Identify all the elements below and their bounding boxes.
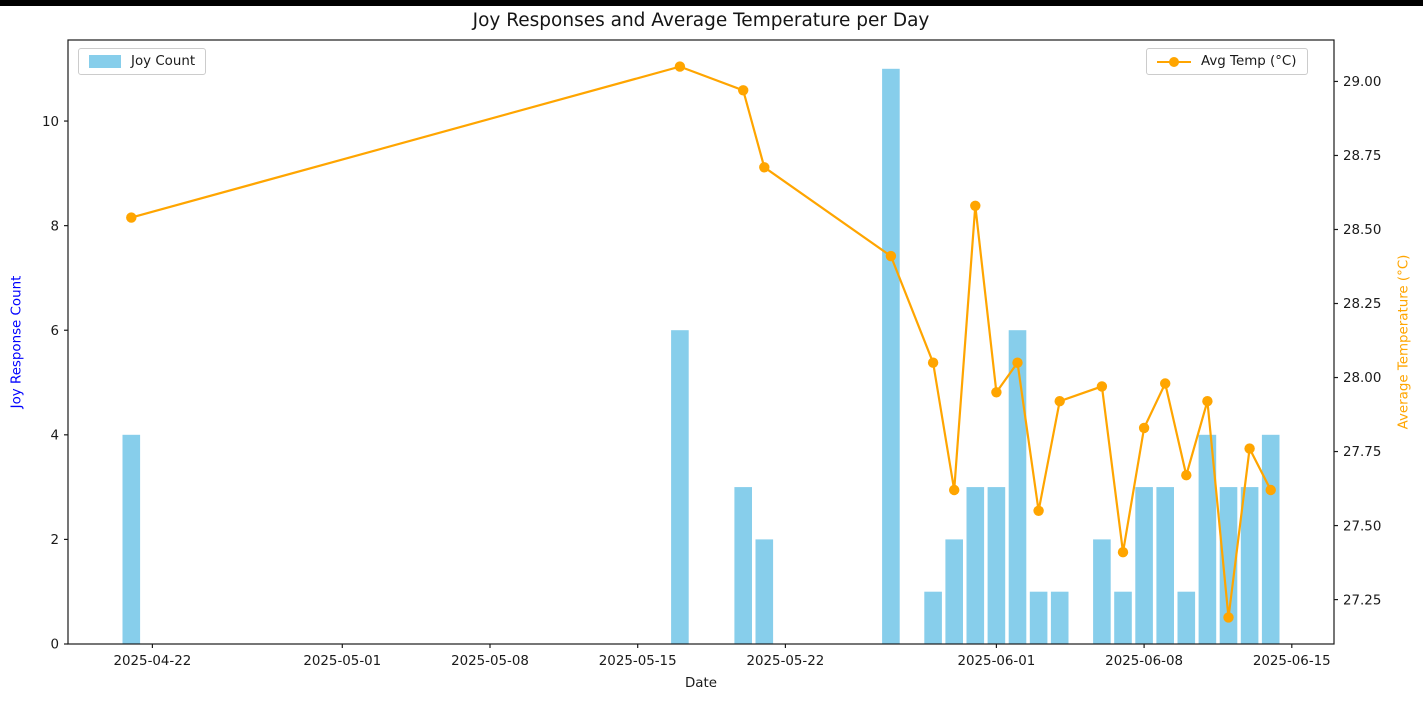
- bar: [755, 539, 774, 644]
- x-tick-label: 2025-04-22: [113, 654, 191, 669]
- bar: [122, 434, 141, 644]
- bar: [1156, 487, 1174, 644]
- x-tick-label: 2025-05-08: [451, 654, 529, 669]
- x-axis-label: Date: [684, 676, 717, 691]
- x-tick-label: 2025-06-08: [1105, 654, 1183, 669]
- bar: [1114, 591, 1132, 644]
- avg-temp-marker: [1033, 505, 1044, 516]
- bar: [1177, 591, 1196, 644]
- legend-avg-temp: Avg Temp (°C): [1146, 48, 1308, 75]
- avg-temp-marker: [126, 212, 137, 223]
- avg-temp-marker: [970, 200, 981, 211]
- y-tick-label-right: 28.25: [1343, 297, 1381, 312]
- top-black-strip: [0, 0, 1423, 6]
- legend-joy-count: Joy Count: [78, 48, 207, 75]
- legend-joy-count-label: Joy Count: [131, 54, 196, 69]
- avg-temp-marker: [927, 357, 939, 368]
- plot-border: [67, 39, 1335, 645]
- bar: [924, 591, 942, 644]
- y-tick-label-right: 27.25: [1343, 593, 1381, 608]
- y-tick-label-right: 27.75: [1343, 445, 1381, 460]
- bar: [1050, 591, 1069, 644]
- bar: [1240, 487, 1259, 644]
- avg-temp-marker: [1244, 443, 1255, 454]
- bar: [1198, 434, 1217, 644]
- y-tick-label-left: 4: [50, 429, 59, 444]
- y-axis-label-left: Joy Response Count: [9, 275, 25, 409]
- legend-avg-temp-label: Avg Temp (°C): [1201, 54, 1297, 69]
- avg-temp-marker: [1054, 396, 1065, 407]
- y-axis-label-right: Average Temperature (°C): [1396, 254, 1412, 430]
- y-tick-label-left: 0: [50, 638, 59, 653]
- avg-temp-marker: [949, 484, 960, 496]
- y-tick-label-right: 28.00: [1343, 371, 1381, 386]
- avg-temp-marker: [991, 387, 1002, 398]
- bar: [671, 330, 689, 644]
- avg-temp-marker: [1012, 357, 1023, 368]
- y-tick-label-left: 6: [50, 324, 59, 339]
- joy-count-swatch: [89, 55, 121, 68]
- avg-temp-marker: [1223, 612, 1234, 623]
- avg-temp-swatch: [1157, 55, 1191, 68]
- avg-temp-marker: [1181, 470, 1192, 481]
- y-tick-label-right: 28.75: [1343, 149, 1381, 164]
- bar: [1261, 434, 1280, 644]
- x-tick-label: 2025-06-15: [1253, 654, 1331, 669]
- y-tick-label-right: 29.00: [1343, 75, 1381, 90]
- avg-temp-marker: [1096, 381, 1108, 392]
- avg-temp-marker: [759, 162, 770, 173]
- avg-temp-line: [131, 65, 1272, 618]
- bar: [1219, 487, 1238, 644]
- chart-title: Joy Responses and Average Temperature pe…: [472, 10, 930, 31]
- bar: [882, 68, 900, 645]
- bar: [945, 539, 963, 644]
- bar: [1008, 330, 1027, 644]
- avg-temp-marker: [1265, 484, 1276, 496]
- avg-temp-marker: [1202, 396, 1213, 407]
- bar: [966, 487, 985, 644]
- avg-temp-marker: [1117, 547, 1129, 558]
- bar: [734, 487, 752, 644]
- y-tick-label-left: 8: [50, 219, 59, 234]
- avg-temp-swatch-marker: [1169, 56, 1179, 67]
- x-tick-label: 2025-05-22: [746, 654, 824, 669]
- y-tick-label-left: 2: [50, 533, 59, 548]
- bar: [1135, 487, 1153, 644]
- avg-temp-marker: [738, 85, 749, 96]
- x-tick-label: 2025-05-15: [599, 654, 677, 669]
- avg-temp-marker: [885, 250, 897, 262]
- bar: [987, 487, 1006, 644]
- x-tick-label: 2025-05-01: [303, 654, 381, 669]
- bar: [1093, 539, 1111, 644]
- avg-temp-marker: [1138, 422, 1150, 434]
- x-tick-label: 2025-06-01: [957, 654, 1035, 669]
- y-tick-label-left: 10: [42, 115, 59, 130]
- bar: [1029, 591, 1048, 644]
- avg-temp-marker: [1160, 378, 1171, 389]
- y-tick-label-right: 27.50: [1343, 519, 1381, 534]
- avg-temp-marker: [674, 61, 686, 72]
- y-tick-label-right: 28.50: [1343, 223, 1381, 238]
